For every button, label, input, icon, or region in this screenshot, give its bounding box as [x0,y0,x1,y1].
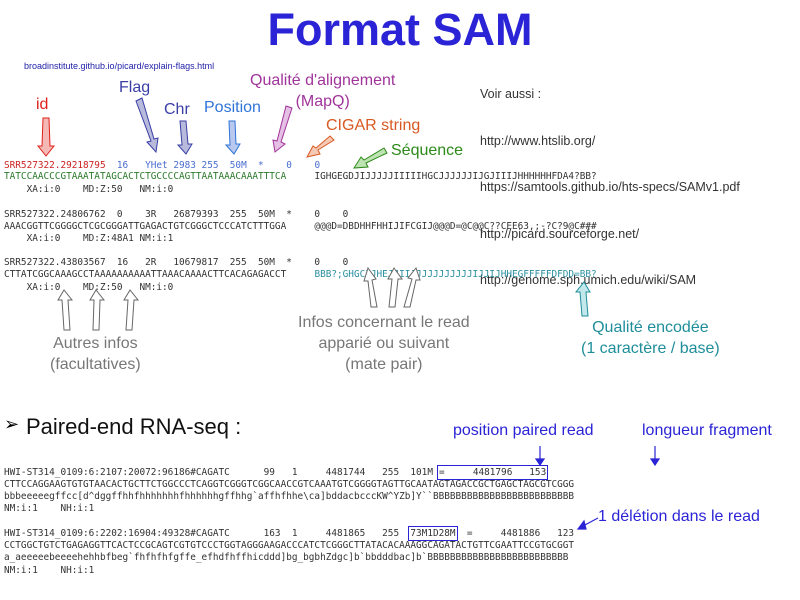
arrow-qualite [574,281,591,317]
label-qualite: Qualité encodée (1 caractère / base) [581,319,720,357]
pe-read-2-line1: HWI-ST314_0109:6:2202:16904:49328#CAGATC… [4,526,575,541]
label-chr: Chr [164,101,190,118]
see-also-link-picard[interactable]: http://picard.sourceforge.net/ [480,226,640,241]
record-1-quality: IGHGEGDJIJJJJJIIIIIHGCJJJJJJIJGJIIIJHHHH… [286,171,597,182]
see-also-link-htslib[interactable]: http://www.htslib.org/ [480,133,596,148]
pe-read-1-tags: NM:i:1 NH:i:1 [4,503,95,514]
label-sequence: Séquence [391,142,464,159]
arrow-mapq [272,105,293,153]
record-1-sequence: TATCCAACCCGTAAATATAGCACTCTGCCCCAGTTAATAA… [4,171,287,182]
pe-read-2-mate-info: = 4481886 123 [455,528,575,539]
label-mate-pair: Infos concernant le read apparié ou suiv… [298,314,470,373]
paired-end-title: Paired-end RNA-seq : [26,414,242,439]
label-deletion: 1 délétion dans le read [598,508,760,525]
bullet-arrow-icon: ➢ [4,414,20,434]
sam-record-1-tags: XA:i:0 MD:Z:50 NM:i:0 [4,184,174,195]
label-position-paired-read: position paired read [453,422,594,439]
label-cigar: CIGAR string [326,117,421,134]
arrow-mate-1 [363,266,378,308]
picard-flags-link[interactable]: broadinstitute.github.io/picard/explain-… [24,61,215,71]
arrow-mate-2 [387,267,403,308]
pe-read-1-quality: bbbeeeeegffcc[d^dggffhhfhhhhhhhfhhhhhhgf… [4,491,575,502]
label-autres-infos: Autres infos (facultatives) [50,335,141,373]
arrow-mate-3 [403,266,421,308]
sam-record-3-tags: XA:i:0 MD:Z:50 NM:i:0 [4,282,174,293]
page-title: Format SAM [267,4,533,55]
pe-read-2-cigar: 73M1D28M [408,526,458,541]
sam-record-3-line1: SRR527322.43803567 16 2R 10679817 255 50… [4,257,349,268]
pe-read-1-fields: HWI-ST314_0109:6:2107:20072:96186#CAGATC… [4,467,433,478]
arrow-id [36,117,56,157]
see-also-heading: Voir aussi : [480,87,542,101]
record-1-id: SRR527322.29218795 [4,160,106,171]
label-position: Position [204,99,261,116]
label-id: id [36,96,49,113]
arrow-autres-1 [57,289,74,331]
sam-record-1-line1: SRR527322.29218795 16 YHet 2983 255 50M … [4,160,320,172]
arrow-sequence [353,147,388,169]
arrow-chr [176,120,193,155]
sam-record-2-line2: AAACGGTTCGGGGCTCGCGGGATTGAGACTGTCGGGCTCC… [4,221,597,232]
pe-read-1-sequence: CTTCCAGGAAGTGTGTAACACTGCTTCTGGCCCTCAGGTC… [4,479,575,490]
record-1-fields: 16 YHet 2983 255 50M * 0 0 [105,160,321,171]
arrow-autres-3 [123,289,140,331]
pe-read-2-sequence: CCTGGCTGTCTGAGAGGTTCACTCCGCAGTCGTGTCCCTG… [4,540,575,551]
arrow-cigar [306,135,335,158]
see-also-link-umich[interactable]: http://genome.sph.umich.edu/wiki/SAM [480,273,697,287]
pe-read-1-mate-info: = 4481796 153 [436,465,549,480]
label-flag: Flag [119,79,151,96]
label-mapq: Qualité d'alignement (MapQ) [250,72,396,110]
record-3-sequence: CTTATCGGCAAAGCCTAAAAAAAAAATTAAACAAAACTTC… [4,269,315,280]
arrow-position [224,120,241,155]
see-also-block: Voir aussi : http://www.htslib.org/ http… [480,56,740,304]
see-also-link-samv1[interactable]: https://samtools.github.io/hts-specs/SAM… [480,180,740,194]
sam-record-2-tags: XA:i:0 MD:Z:48A1 NM:i:1 [4,233,174,244]
record-3-quality: BBB?;GHGCIJHEJJIIJJJJJJJJJJJIJJIJHHEGFFF… [314,269,597,280]
paired-end-pointers [534,446,661,530]
pe-read-2-quality: a_aeeeeebeeeehehhbfbeg`fhfhfhfgffe_efhdf… [4,552,569,563]
label-longueur-fragment: longueur fragment [642,422,772,439]
arrow-autres-2 [89,289,106,331]
sam-record-2-line1: SRR527322.24806762 0 3R 26879393 255 50M… [4,209,349,220]
pe-read-2-fields: HWI-ST314_0109:6:2202:16904:49328#CAGATC… [4,528,411,539]
arrow-flag [135,97,159,154]
sam-record-1-line2: TATCCAACCCGTAAATATAGCACTCTGCCCCAGTTAATAA… [4,171,597,183]
sam-record-3-line2: CTTATCGGCAAAGCCTAAAAAAAAAATTAAACAAAACTTC… [4,269,597,281]
pe-read-1-line1: HWI-ST314_0109:6:2107:20072:96186#CAGATC… [4,465,549,480]
pe-read-2-tags: NM:i:1 NH:i:1 [4,565,95,576]
